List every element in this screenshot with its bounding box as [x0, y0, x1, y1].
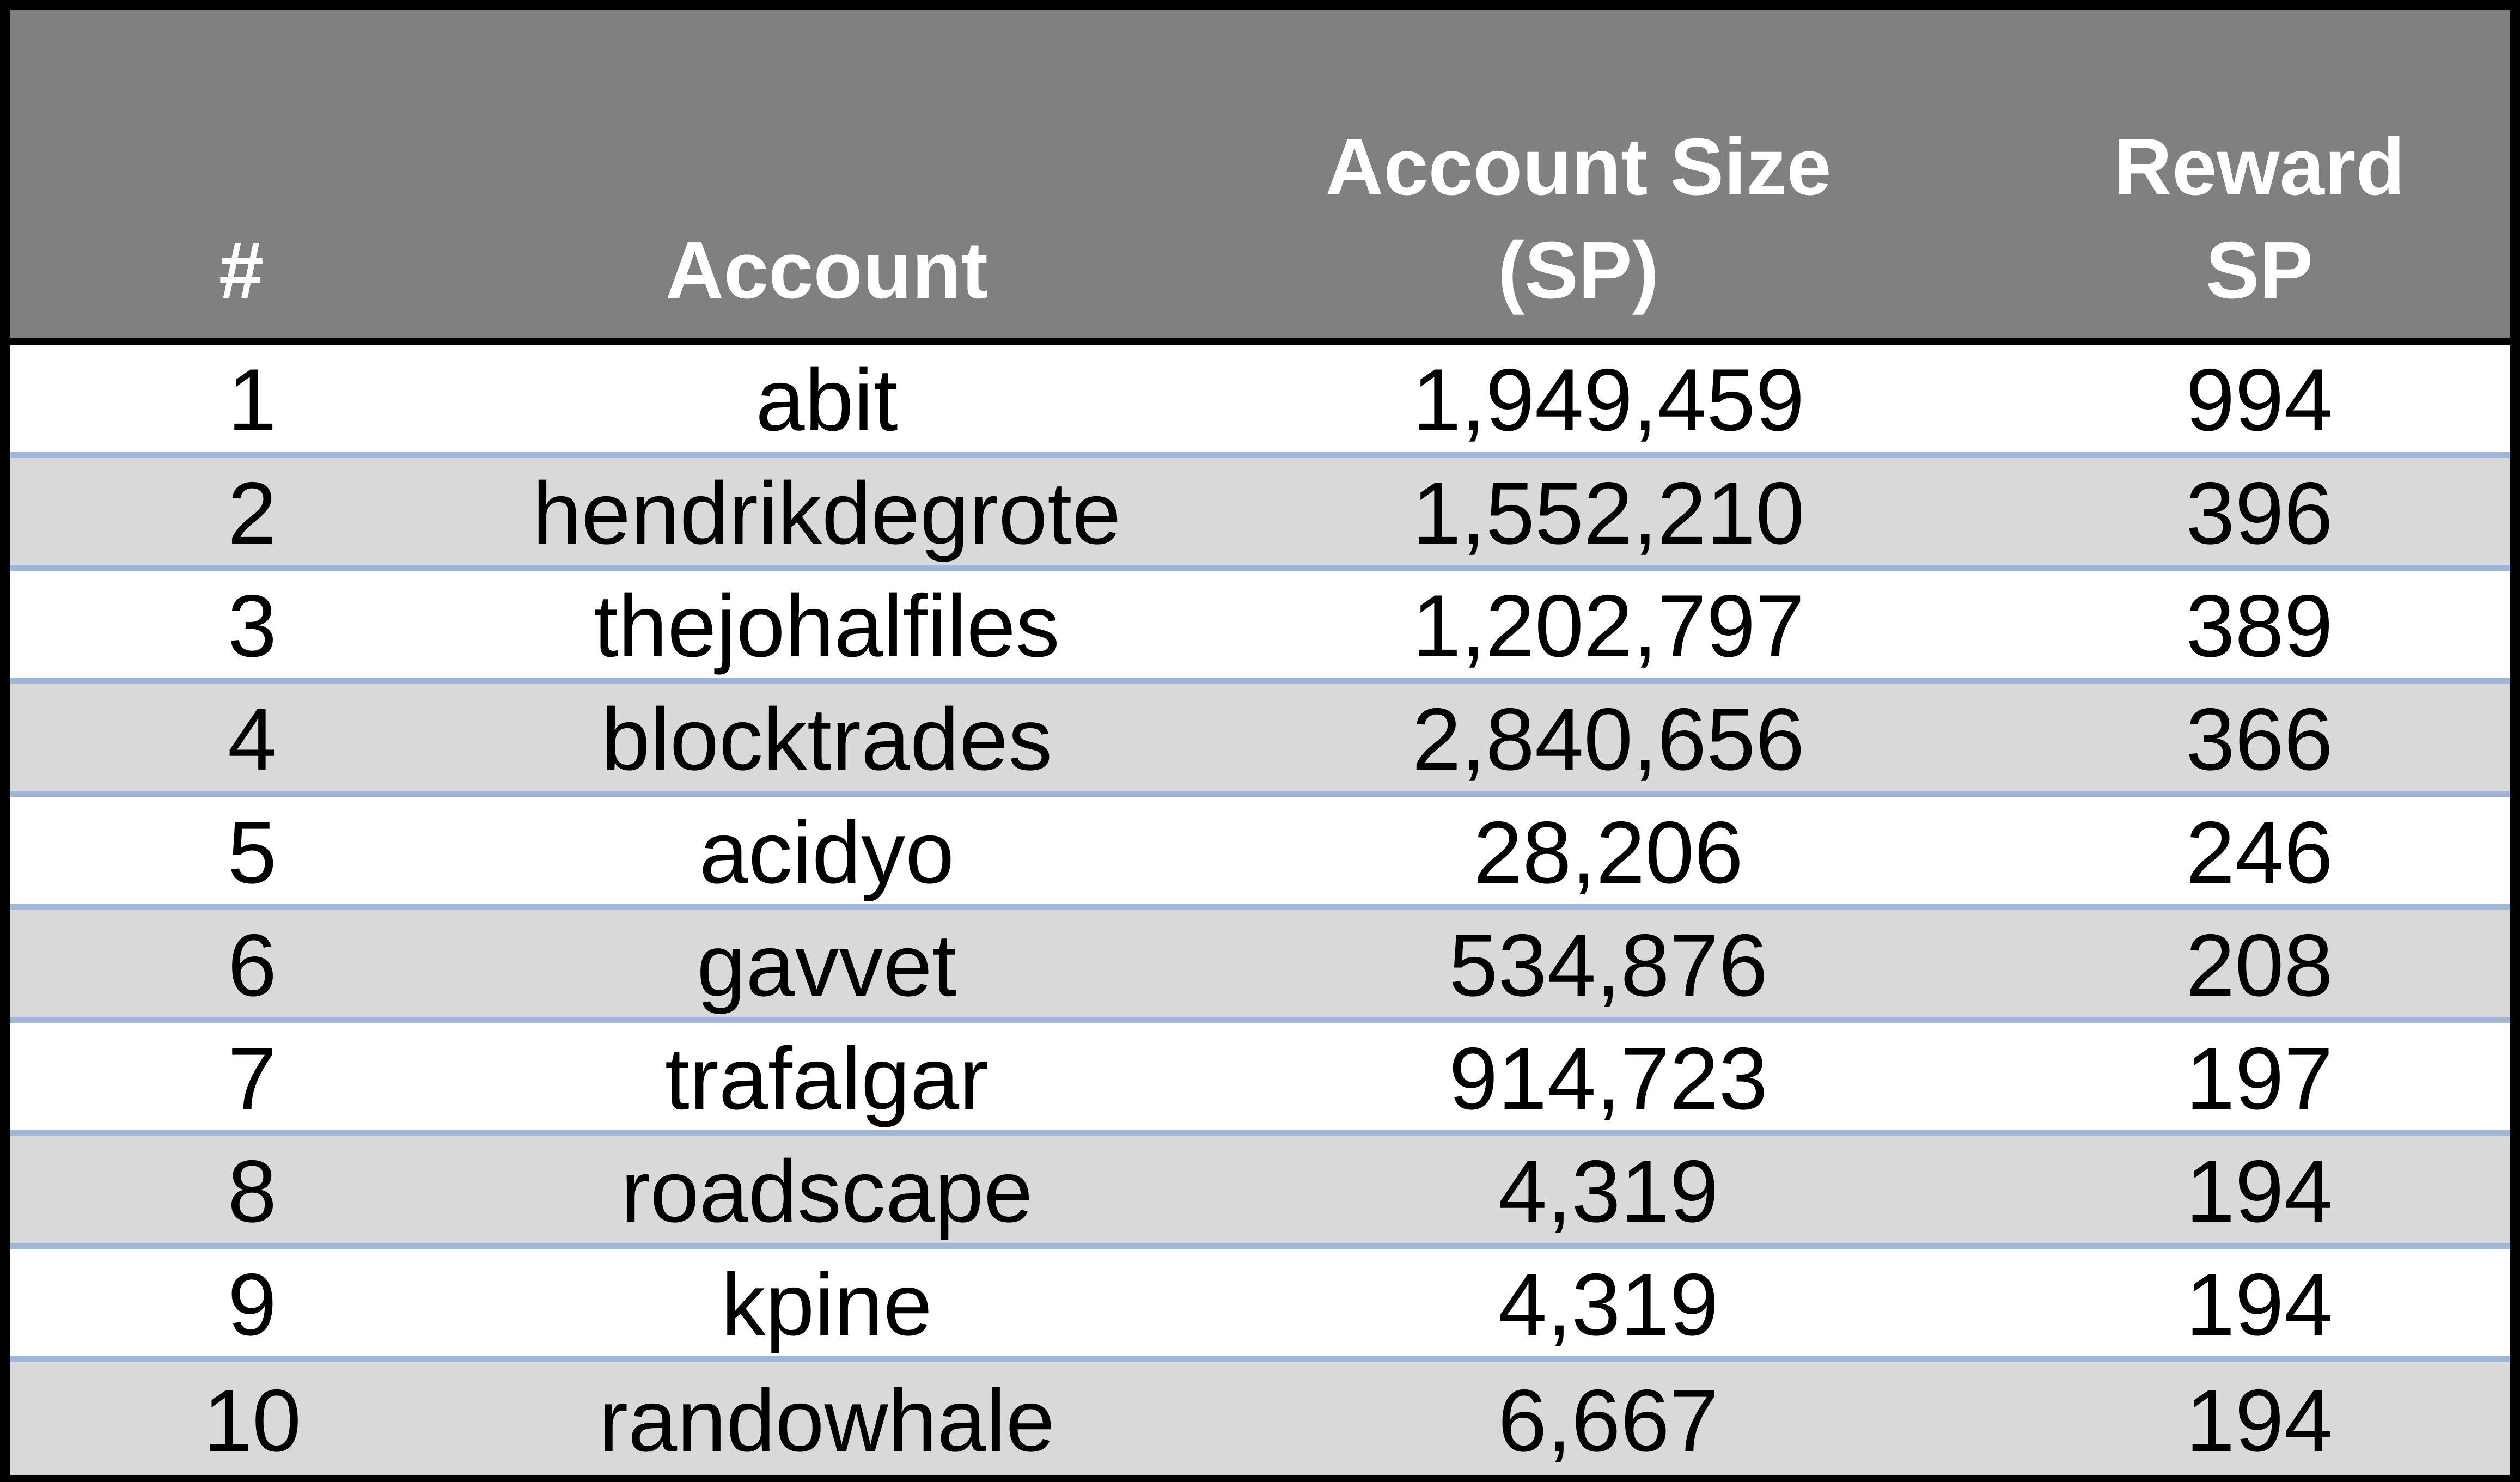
reward-sp-cell: 396 — [2186, 463, 2333, 563]
account-cell: thejohalfiles — [594, 577, 1060, 676]
rank-cell: 9 — [227, 1255, 277, 1355]
table-row: 7 trafalgar 914,723 197 — [10, 1023, 2510, 1137]
rank-cell: 2 — [227, 463, 277, 563]
header-reward-sp: Reward SP — [2114, 122, 2405, 315]
rank-cell: 5 — [227, 803, 277, 902]
reward-sp-cell: 197 — [2186, 1029, 2333, 1128]
account-size-cell: 6,667 — [1498, 1371, 1719, 1471]
account-size-cell: 534,876 — [1449, 916, 1768, 1015]
table-row: 2 hendrikdegrote 1,552,210 396 — [10, 458, 2510, 571]
rank-cell: 1 — [227, 351, 277, 450]
account-size-cell: 4,319 — [1498, 1142, 1719, 1241]
account-cell: abit — [755, 351, 898, 450]
table-body: 1 abit 1,949,459 994 2 hendrikdegrote 1,552,21… — [10, 345, 2510, 1475]
account-cell: blocktrades — [601, 690, 1053, 789]
table-row: 4 blocktrades 2,840,656 366 — [10, 684, 2510, 797]
table-row: 8 roadscape 4,319 194 — [10, 1136, 2510, 1249]
rank-cell: 3 — [227, 577, 277, 676]
account-size-cell: 1,949,459 — [1412, 351, 1805, 450]
account-size-cell: 4,319 — [1498, 1255, 1719, 1355]
table-row: 10 randowhale 6,667 194 — [10, 1362, 2510, 1475]
account-size-cell: 1,202,797 — [1412, 577, 1805, 676]
header-rank: # — [218, 225, 264, 315]
reward-sp-cell: 208 — [2186, 916, 2333, 1015]
account-cell: trafalgar — [664, 1029, 989, 1128]
table-row: 9 kpine 4,319 194 — [10, 1249, 2510, 1363]
account-size-cell: 2,840,656 — [1412, 690, 1805, 789]
account-cell: acidyo — [699, 803, 955, 902]
table-header-row: # Account Account Size (SP) Reward SP — [10, 10, 2510, 345]
reward-sp-cell: 389 — [2186, 577, 2333, 676]
account-cell: roadscape — [620, 1142, 1033, 1241]
account-cell: kpine — [721, 1255, 932, 1355]
reward-sp-cell: 194 — [2186, 1255, 2333, 1355]
reward-sp-cell: 246 — [2186, 803, 2333, 902]
rank-cell: 6 — [227, 916, 277, 1015]
account-size-cell: 28,206 — [1473, 803, 1743, 902]
account-cell: randowhale — [599, 1371, 1055, 1471]
reward-sp-cell: 994 — [2186, 351, 2333, 450]
table-row: 1 abit 1,949,459 994 — [10, 345, 2510, 458]
header-account-size: Account Size (SP) — [1325, 122, 1832, 315]
rank-cell: 10 — [203, 1371, 302, 1471]
table-row: 3 thejohalfiles 1,202,797 389 — [10, 571, 2510, 684]
table-row: 6 gavvet 534,876 208 — [10, 910, 2510, 1023]
rank-cell: 7 — [227, 1029, 277, 1128]
reward-sp-cell: 366 — [2186, 690, 2333, 789]
account-cell: hendrikdegrote — [532, 463, 1121, 563]
header-account: Account — [666, 225, 988, 315]
account-cell: gavvet — [697, 916, 957, 1015]
reward-sp-cell: 194 — [2186, 1371, 2333, 1471]
account-size-cell: 914,723 — [1449, 1029, 1768, 1128]
account-size-cell: 1,552,210 — [1412, 463, 1805, 563]
reward-sp-cell: 194 — [2186, 1142, 2333, 1241]
rank-cell: 4 — [227, 690, 277, 789]
rank-cell: 8 — [227, 1142, 277, 1241]
table-row: 5 acidyo 28,206 246 — [10, 797, 2510, 910]
